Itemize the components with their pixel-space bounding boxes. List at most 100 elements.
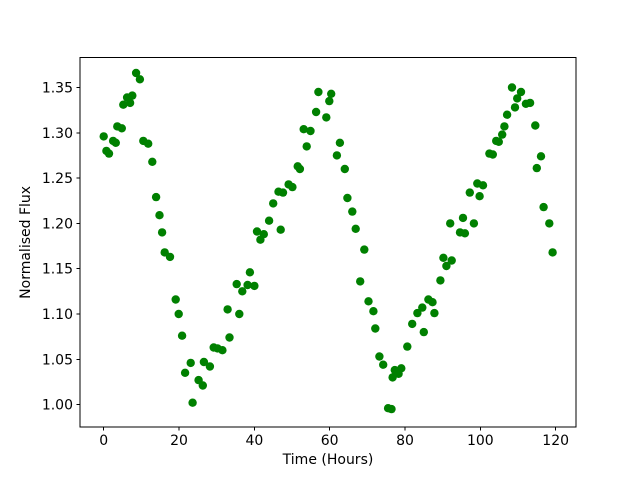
- y-tick-label: 1.15: [42, 262, 73, 278]
- data-point: [314, 87, 323, 97]
- data-point: [419, 327, 428, 337]
- data-point: [299, 125, 308, 134]
- data-point: [288, 182, 297, 192]
- data-point: [500, 122, 509, 131]
- axes-frame: [79, 57, 577, 428]
- data-point: [128, 91, 137, 100]
- x-tick-label: 0: [99, 433, 108, 449]
- data-point: [322, 113, 331, 122]
- data-point: [119, 100, 128, 109]
- data-point: [525, 98, 535, 108]
- data-point: [238, 287, 247, 296]
- data-point: [311, 107, 321, 117]
- data-point: [218, 346, 227, 355]
- data-point: [325, 96, 334, 106]
- data-point: [397, 364, 406, 373]
- data-point: [264, 216, 274, 225]
- data-point: [507, 83, 517, 92]
- data-point: [177, 331, 187, 340]
- data-point: [199, 357, 209, 367]
- y-axis-ticks: 1.00 1.05 1.10 1.15 1.20 1.25 1.30 1.35: [42, 80, 80, 414]
- data-points: [99, 68, 557, 414]
- data-point: [348, 207, 357, 216]
- data-point: [360, 245, 369, 254]
- data-point: [198, 381, 207, 390]
- data-point: [494, 137, 503, 146]
- data-point: [205, 362, 215, 371]
- data-point: [117, 124, 127, 133]
- data-point: [439, 253, 448, 262]
- data-point: [408, 319, 417, 329]
- data-point: [447, 256, 456, 265]
- data-point: [502, 110, 512, 119]
- data-point: [302, 142, 311, 151]
- data-point: [148, 157, 157, 166]
- data-point: [356, 277, 365, 286]
- data-point: [174, 309, 183, 319]
- data-point: [99, 132, 108, 141]
- y-tick-label: 1.20: [42, 216, 73, 232]
- data-point: [131, 68, 141, 78]
- data-point: [125, 98, 135, 108]
- data-point: [446, 219, 455, 228]
- data-point: [548, 248, 557, 257]
- data-point: [111, 138, 121, 147]
- data-point: [428, 298, 437, 307]
- y-tick-label: 1.00: [42, 398, 73, 414]
- y-tick-label: 1.30: [42, 126, 73, 142]
- data-point: [465, 188, 474, 197]
- data-point: [269, 199, 278, 208]
- data-point: [532, 163, 541, 173]
- y-tick-label: 1.25: [42, 171, 73, 187]
- data-point: [151, 192, 161, 202]
- data-point: [250, 281, 259, 291]
- x-tick-label: 120: [542, 433, 569, 449]
- data-point: [186, 358, 195, 368]
- data-point: [232, 279, 241, 289]
- data-point: [488, 150, 497, 159]
- y-tick-label: 1.05: [42, 352, 73, 368]
- y-tick-label: 1.35: [42, 80, 73, 96]
- data-point: [223, 305, 232, 314]
- data-point: [460, 229, 470, 238]
- data-point: [371, 324, 380, 333]
- x-tick-label: 20: [170, 433, 188, 449]
- data-point: [413, 308, 422, 318]
- data-point: [188, 398, 197, 407]
- y-tick-label: 1.10: [42, 307, 73, 323]
- data-point: [369, 307, 378, 316]
- x-tick-label: 100: [467, 433, 494, 449]
- data-point: [539, 202, 548, 212]
- data-point: [545, 219, 554, 228]
- data-point: [436, 276, 445, 285]
- data-point: [498, 130, 507, 139]
- data-point: [442, 261, 451, 271]
- data-point: [510, 103, 520, 112]
- data-point: [155, 211, 164, 220]
- data-point: [144, 139, 153, 148]
- data-point: [340, 164, 349, 174]
- data-point: [259, 230, 268, 239]
- data-point: [165, 252, 175, 262]
- data-point: [327, 89, 336, 99]
- data-point: [351, 224, 360, 233]
- x-tick-label: 80: [396, 433, 414, 449]
- data-point: [225, 333, 234, 342]
- data-point: [157, 228, 167, 237]
- data-point: [531, 121, 540, 130]
- data-point: [513, 94, 522, 103]
- data-point: [418, 303, 427, 312]
- data-point: [343, 193, 352, 203]
- y-axis-label: Normalised Flux: [18, 186, 34, 299]
- data-point: [245, 268, 255, 277]
- data-point: [295, 164, 305, 174]
- data-point: [403, 342, 412, 351]
- data-point: [235, 309, 244, 319]
- data-point: [332, 151, 342, 160]
- data-point: [478, 181, 488, 190]
- data-point: [278, 188, 288, 197]
- data-point: [364, 297, 373, 306]
- data-point: [180, 368, 190, 377]
